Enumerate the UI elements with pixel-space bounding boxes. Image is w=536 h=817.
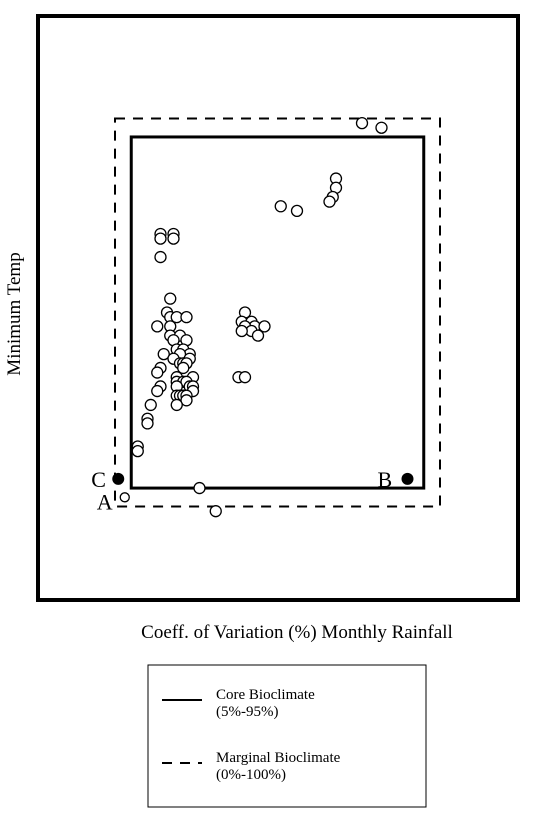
bounds-layer (114, 117, 441, 508)
data-point-0-1 (375, 121, 388, 134)
data-point-0-18 (151, 320, 164, 333)
data-point-0-13 (164, 292, 177, 305)
data-point-0-35 (177, 361, 190, 375)
annotations-layer: C BA (91, 467, 392, 514)
data-point-0-0 (355, 116, 369, 130)
data-point-0-17 (180, 310, 193, 324)
legend-box (147, 664, 427, 808)
data-point-0-69 (131, 444, 144, 458)
point-label-a: A (97, 489, 113, 514)
data-point-0-70 (193, 481, 206, 495)
data-point-0-62 (235, 324, 248, 338)
data-point-1-1 (401, 472, 414, 485)
data-point-0-36 (151, 366, 164, 379)
data-point-0-11 (154, 232, 167, 245)
data-point-0-10 (167, 232, 180, 245)
data-point-0-65 (238, 371, 252, 384)
data-point-0-27 (157, 347, 170, 361)
legend-marginal-label: Marginal Bioclimate (216, 750, 341, 766)
marginal-bioclimate-box (114, 117, 441, 508)
data-point-0-67 (141, 417, 154, 430)
legend-marginal-range: (0%-100%) (216, 767, 286, 783)
data-point-0-71 (209, 505, 222, 518)
plot-layer (36, 14, 520, 602)
data-point-0-12 (154, 250, 167, 264)
data-point-0-52 (180, 394, 193, 407)
data-point-0-54 (144, 398, 157, 412)
data-point-0-47 (151, 384, 164, 398)
data-point-0-7 (290, 204, 304, 218)
point-label-b: B (378, 467, 393, 492)
data-point-1-0 (112, 472, 125, 485)
data-point-0-6 (274, 200, 287, 213)
y-axis-title: Minimum Temp (4, 252, 25, 375)
plot-frame (36, 14, 520, 602)
data-point-0-60 (258, 320, 271, 333)
data-point-0-5 (323, 195, 336, 208)
legend: Core Bioclimate (5%-95%) Marginal Biocli… (147, 664, 427, 808)
data-point-0-53 (170, 398, 183, 412)
point-label-c: C (91, 467, 106, 492)
data-point-2-0 (119, 492, 130, 503)
data-point-0-63 (251, 329, 265, 342)
core-bioclimate-box (129, 135, 426, 490)
legend-core-range: (5%-95%) (216, 704, 278, 720)
legend-core-label: Core Bioclimate (216, 687, 315, 703)
points-layer (112, 116, 414, 518)
x-axis-title: Coeff. of Variation (%) Monthly Rainfall (141, 622, 453, 643)
